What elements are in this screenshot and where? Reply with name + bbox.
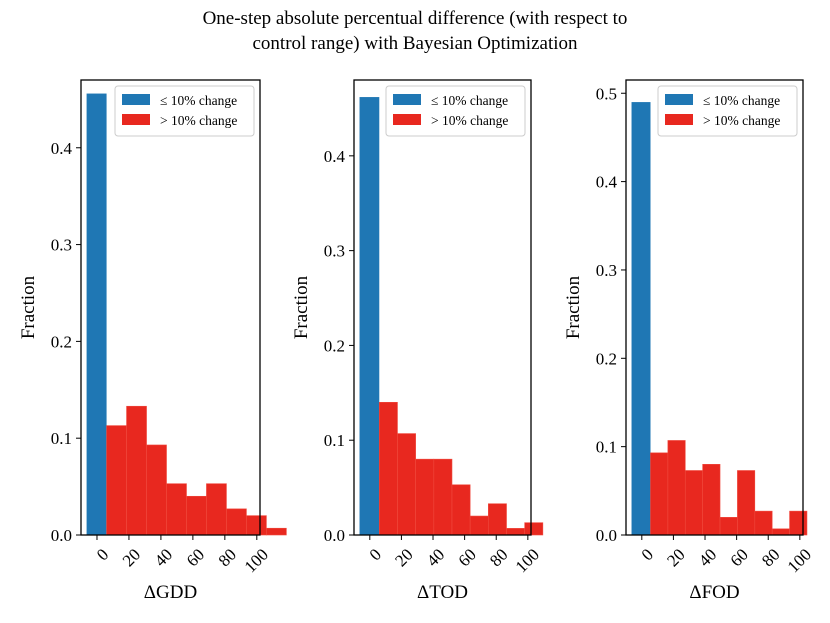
bar-high-change [524, 522, 544, 536]
bar-high-change [469, 515, 489, 536]
y-tick-label: 0.4 [51, 139, 73, 158]
legend-swatch-low [122, 94, 150, 105]
legend: ≤ 10% change > 10% change [114, 85, 255, 137]
y-tick-label: 0.0 [324, 526, 345, 545]
bar-high-change [719, 517, 738, 536]
y-axis-label: Fraction [18, 275, 39, 339]
bar-low-change [359, 97, 380, 535]
x-tick-label: 0 [638, 545, 657, 564]
bar-high-change [737, 470, 756, 536]
x-tick-label: 60 [454, 545, 479, 570]
bar-high-change [186, 495, 207, 536]
y-axis-label: Fraction [291, 275, 312, 339]
y-tick-label: 0.2 [324, 336, 345, 355]
bar-high-change [667, 440, 686, 536]
legend-label-high: > 10% change [703, 113, 780, 128]
axes-frame [625, 79, 804, 536]
bar-high-change [266, 527, 287, 536]
x-tick-label: 60 [726, 545, 751, 570]
x-tick-label: 80 [758, 545, 783, 570]
y-tick-label: 0.3 [51, 236, 72, 255]
legend-swatch-high [122, 114, 150, 125]
y-tick-label: 0.1 [596, 438, 617, 457]
chart-panel-1: 0.0 0.1 0.2 0.3 0.4 0 20 40 60 80 100 ΔGDD Fraction ≤… [18, 79, 287, 603]
bar-high-change [702, 464, 721, 536]
legend-swatch-low [665, 94, 693, 105]
bar-high-change [166, 483, 187, 536]
legend: ≤ 10% change > 10% change [657, 85, 798, 137]
bar-high-change [146, 444, 167, 536]
x-tick-label: 20 [119, 545, 144, 570]
x-tick-label: 40 [151, 545, 176, 570]
x-tick-label: 40 [423, 545, 448, 570]
y-tick-label: 0.1 [324, 431, 345, 450]
bar-high-change [684, 470, 703, 536]
y-tick-label: 0.4 [324, 147, 346, 166]
x-tick-label: 40 [695, 545, 720, 570]
y-axis-label: Fraction [563, 275, 584, 339]
x-tick-label: 80 [486, 545, 511, 570]
bar-high-change [650, 452, 669, 536]
x-tick-label: 0 [93, 545, 112, 564]
y-tick-label: 0.2 [51, 332, 72, 351]
bar-high-change [789, 510, 808, 536]
legend-label-low: ≤ 10% change [431, 93, 508, 108]
x-axis-label: ΔTOD [417, 582, 468, 603]
bar-high-change [397, 433, 416, 536]
axes-frame [353, 79, 532, 536]
chart-panel-3: 0.0 0.1 0.2 0.3 0.4 0.5 0 20 40 60 80 100 ΔFOD Fracti… [563, 79, 815, 603]
y-tick-label: 0.0 [51, 526, 72, 545]
x-axis-label: ΔGDD [144, 582, 197, 603]
bar-low-change [631, 102, 651, 536]
bar-high-change [415, 458, 435, 536]
bar-low-change [86, 93, 107, 535]
figure-title-line-2: control range) with Bayesian Optimizatio… [252, 33, 578, 54]
bar-high-change [433, 458, 453, 536]
y-tick-label: 0.0 [596, 526, 617, 545]
legend-swatch-low [393, 94, 421, 105]
y-tick-label: 0.4 [596, 173, 618, 192]
bar-high-change [506, 528, 525, 536]
bar-high-change [378, 401, 398, 536]
legend-label-high: > 10% change [431, 113, 508, 128]
bar-high-change [206, 483, 227, 536]
bar-high-change [771, 528, 790, 536]
bar-high-change [451, 484, 471, 536]
chart-panel-2: 0.0 0.1 0.2 0.3 0.4 0 20 40 60 80 100 ΔTOD Fraction ≤… [291, 79, 544, 603]
y-tick-label: 0.1 [51, 429, 72, 448]
x-tick-label: 100 [784, 545, 815, 576]
x-tick-label: 80 [215, 545, 240, 570]
x-tick-label: 60 [183, 545, 208, 570]
x-tick-label: 100 [512, 545, 543, 576]
x-tick-label: 20 [391, 545, 416, 570]
bar-high-change [488, 503, 507, 536]
x-axis-label: ΔFOD [689, 582, 739, 603]
x-tick-label: 100 [241, 545, 272, 576]
legend-label-low: ≤ 10% change [160, 93, 237, 108]
axes-frame [80, 79, 261, 536]
y-tick-label: 0.3 [324, 242, 345, 261]
legend-swatch-high [393, 114, 421, 125]
bar-high-change [754, 510, 773, 536]
y-tick-label: 0.2 [596, 349, 617, 368]
figure-title-line-1: One-step absolute percentual difference … [202, 8, 628, 29]
bar-high-change [106, 425, 127, 536]
legend-swatch-high [665, 114, 693, 125]
legend-label-high: > 10% change [160, 113, 237, 128]
y-tick-label: 0.5 [596, 84, 617, 103]
x-tick-label: 0 [366, 545, 385, 564]
y-tick-label: 0.3 [596, 261, 617, 280]
legend-label-low: ≤ 10% change [703, 93, 780, 108]
bar-high-change [246, 515, 267, 536]
bar-high-change [126, 405, 147, 536]
x-tick-label: 20 [663, 545, 688, 570]
bar-high-change [226, 508, 247, 536]
legend: ≤ 10% change > 10% change [385, 85, 526, 137]
